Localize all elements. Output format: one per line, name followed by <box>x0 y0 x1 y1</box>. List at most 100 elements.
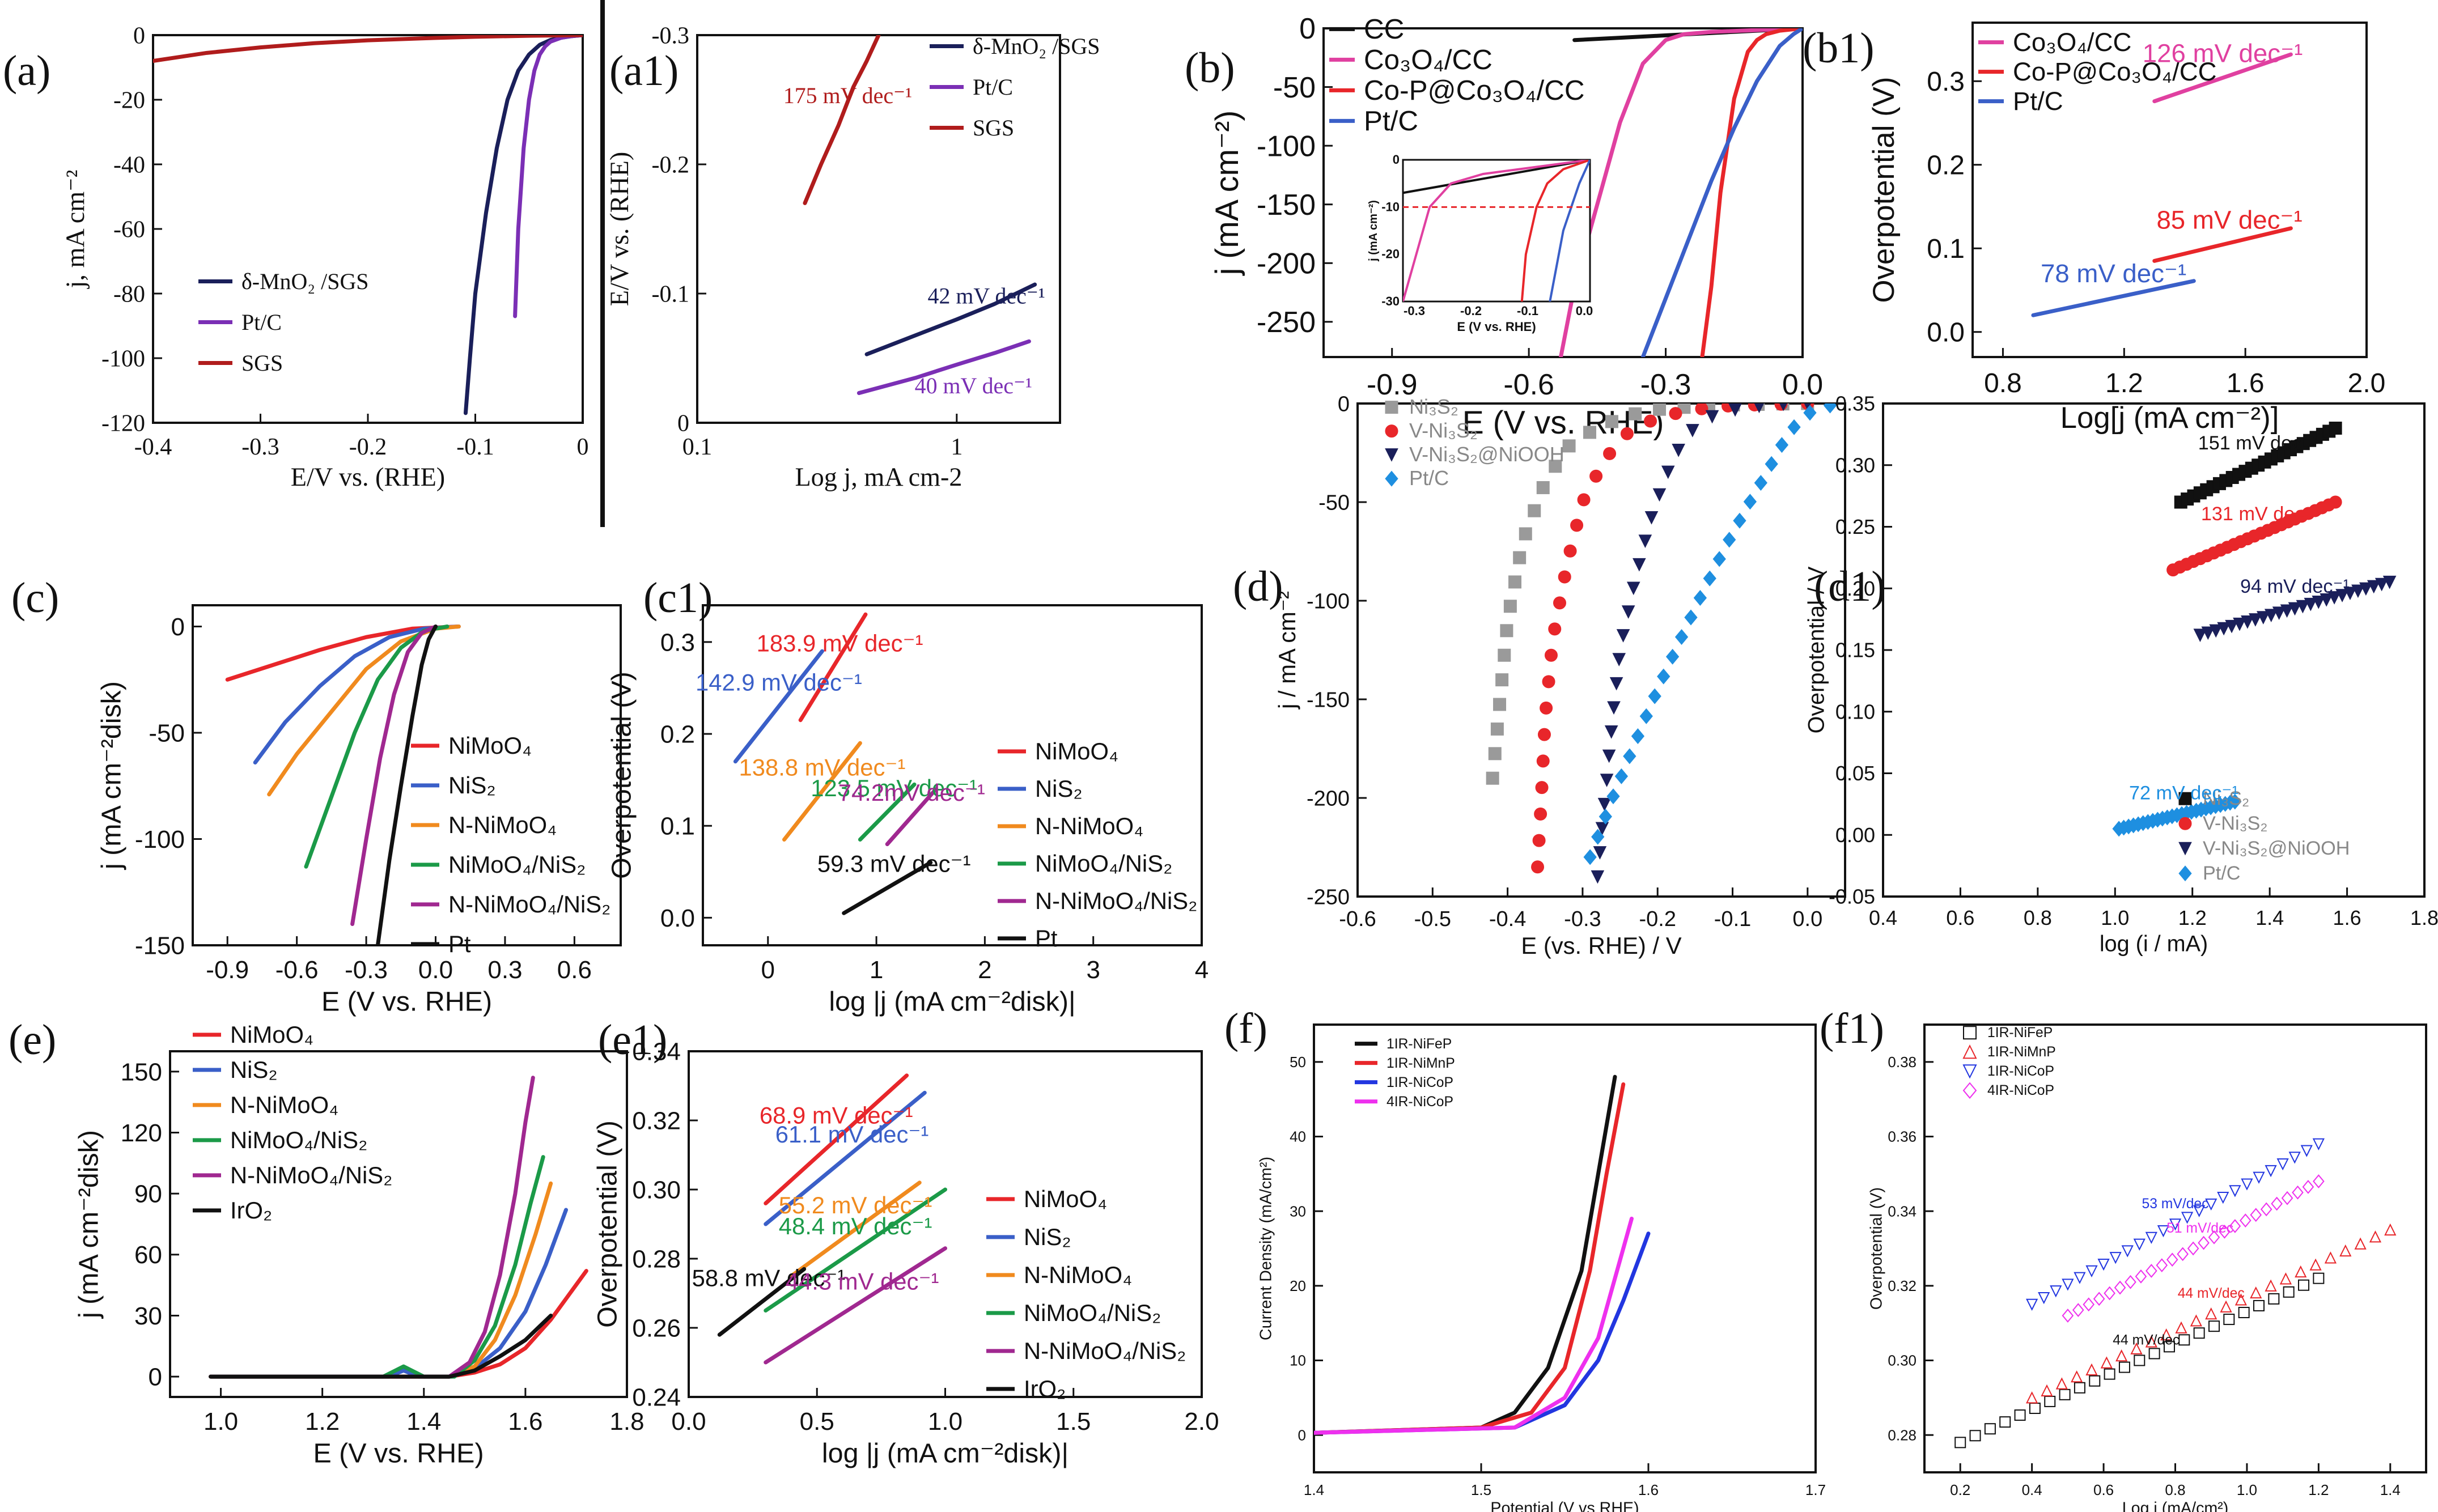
series-marker-f1 <box>2074 1382 2085 1394</box>
series-marker-d <box>1508 575 1522 589</box>
x-axis-label: log (i / mA) <box>2100 931 2208 956</box>
x-tick-label: 1.0 <box>2101 906 2129 929</box>
inset-x-tick-label: -0.1 <box>1517 304 1538 318</box>
y-tick-label: 0.35 <box>1835 392 1875 415</box>
legend-entry: SGS <box>973 115 1014 141</box>
legend-marker <box>1962 1044 1977 1059</box>
series-marker-f1 <box>2145 1335 2157 1348</box>
series-line-c1 <box>885 787 938 847</box>
x-tick-label: 1.2 <box>2178 906 2207 929</box>
series-marker-f1 <box>2313 1174 2325 1188</box>
y-tick-label: 0 <box>1298 1426 1306 1443</box>
x-tick-label: 0.4 <box>1869 906 1897 929</box>
legend-entry: SGS <box>241 350 283 376</box>
series-group-f <box>1314 1074 1651 1435</box>
legend-entry: NiMoO₄ <box>1035 738 1118 765</box>
x-tick-label: -0.1 <box>456 434 494 460</box>
y-tick-label: -150 <box>1257 189 1316 222</box>
series-line-c1 <box>842 860 933 915</box>
series-marker-f1 <box>2071 1370 2083 1383</box>
y-axis-label: j, mA cm⁻² <box>61 170 90 290</box>
series-marker-f1 <box>2130 1342 2143 1354</box>
series-line-b <box>1700 28 1803 357</box>
slope-annotation: 85 mV dec⁻¹ <box>2156 206 2302 235</box>
inset-x-tick-label: 0.0 <box>1576 304 1593 318</box>
series-marker-f1 <box>2205 1198 2217 1211</box>
series-marker-d <box>1600 774 1614 787</box>
series-line-e1 <box>764 1090 927 1226</box>
series-marker-f1 <box>2205 1307 2217 1320</box>
series-marker-d <box>1553 596 1566 610</box>
series-marker-f1 <box>2324 1251 2337 1264</box>
series-marker-f1 <box>2369 1230 2382 1243</box>
y-tick-label: -200 <box>1307 787 1350 810</box>
x-tick-label: 4 <box>1195 956 1209 984</box>
series-line-e <box>209 1076 535 1379</box>
y-tick-label: 0.1 <box>1927 234 1965 264</box>
legend-marker <box>2178 817 2192 830</box>
plot-frame-c1 <box>702 604 1203 946</box>
y-tick-label: 0.3 <box>1927 67 1965 97</box>
panel-label-a: (a) <box>3 47 50 95</box>
legend-entry: δ-MnO₂ /SGS <box>973 33 1100 59</box>
series-marker-d <box>1498 648 1511 662</box>
x-tick-label: -0.3 <box>1640 368 1691 401</box>
x-tick-label: 1.8 <box>609 1408 644 1435</box>
x-tick-label: -0.9 <box>206 956 249 984</box>
legend-entry: NiS₂ <box>230 1056 278 1083</box>
inset-y-axis-label: j (mA cm⁻²) <box>1367 200 1380 262</box>
series-marker-f1 <box>2109 1252 2122 1264</box>
y-tick-label: 0.34 <box>632 1038 681 1065</box>
series-marker-d <box>1765 456 1778 472</box>
series-marker-f1 <box>2354 1237 2367 1250</box>
series-marker-d <box>1486 771 1499 785</box>
series-marker-d <box>1536 754 1550 768</box>
plot-frame-b <box>1322 27 1804 358</box>
series-marker-f1 <box>2288 1152 2301 1164</box>
plot-frame-e <box>169 1050 628 1398</box>
series-marker-d <box>1653 404 1667 416</box>
series-group-c <box>225 625 461 945</box>
x-axis-label: Log[j (mA cm⁻²)] <box>2060 401 2279 435</box>
series-marker-f1 <box>2241 1178 2253 1191</box>
plot-frame-d <box>1356 402 1846 898</box>
series-marker-d <box>1787 419 1801 435</box>
y-tick-label: -80 <box>113 282 145 308</box>
series-marker-f1 <box>2265 1165 2277 1178</box>
series-marker-f1 <box>2097 1258 2110 1271</box>
series-marker-d <box>1620 427 1634 440</box>
x-tick-label: 1 <box>870 956 883 984</box>
series-line-b <box>1640 28 1803 357</box>
legend-entry: V-Ni₃S₂ <box>2203 813 2268 834</box>
x-tick-label: 2.0 <box>1184 1408 1219 1435</box>
inset-y-tick-label: -10 <box>1381 199 1400 214</box>
legend-entry: N-NiMoO₄ <box>448 812 557 838</box>
x-tick-label: 0.6 <box>2093 1481 2114 1498</box>
x-tick-label: 0.5 <box>800 1408 834 1435</box>
inset-series-line <box>1403 160 1590 194</box>
series-marker-d <box>1621 605 1635 619</box>
series-line-c <box>375 625 438 945</box>
series-marker-f1 <box>2041 1384 2053 1396</box>
series-marker-f1 <box>2181 1212 2194 1224</box>
slope-annotation: 53 mV/dec <box>2142 1196 2208 1212</box>
series-marker-f1 <box>2157 1225 2170 1238</box>
y-tick-label: -50 <box>1273 71 1316 104</box>
series-marker-f1 <box>2271 1196 2283 1211</box>
slope-annotation: 78 mV dec⁻¹ <box>2041 259 2186 288</box>
chart-e1: (e1) 0.0 0.5 1.0 1.5 2.0 0.24 0.26 0.28 0.30 0.32 0… <box>592 1016 1219 1469</box>
series-marker-d <box>1595 822 1609 836</box>
series-marker-d <box>1597 797 1612 812</box>
series-marker-d1 <box>2280 604 2294 618</box>
slope-annotation: 44 mV/dec <box>2178 1286 2245 1301</box>
y-tick-label: 0.0 <box>1927 318 1965 348</box>
y-tick-label: -100 <box>101 346 145 372</box>
series-group-a <box>153 35 583 415</box>
y-tick-label: -200 <box>1257 247 1316 280</box>
y-tick-label: 0 <box>677 411 689 437</box>
series-marker-f1 <box>1969 1430 1981 1442</box>
plot-frame-b1 <box>1971 22 2368 358</box>
inset-y-tick-label: -30 <box>1381 294 1400 308</box>
series-line-c <box>350 625 438 926</box>
y-tick-label: 0.00 <box>1835 823 1875 847</box>
